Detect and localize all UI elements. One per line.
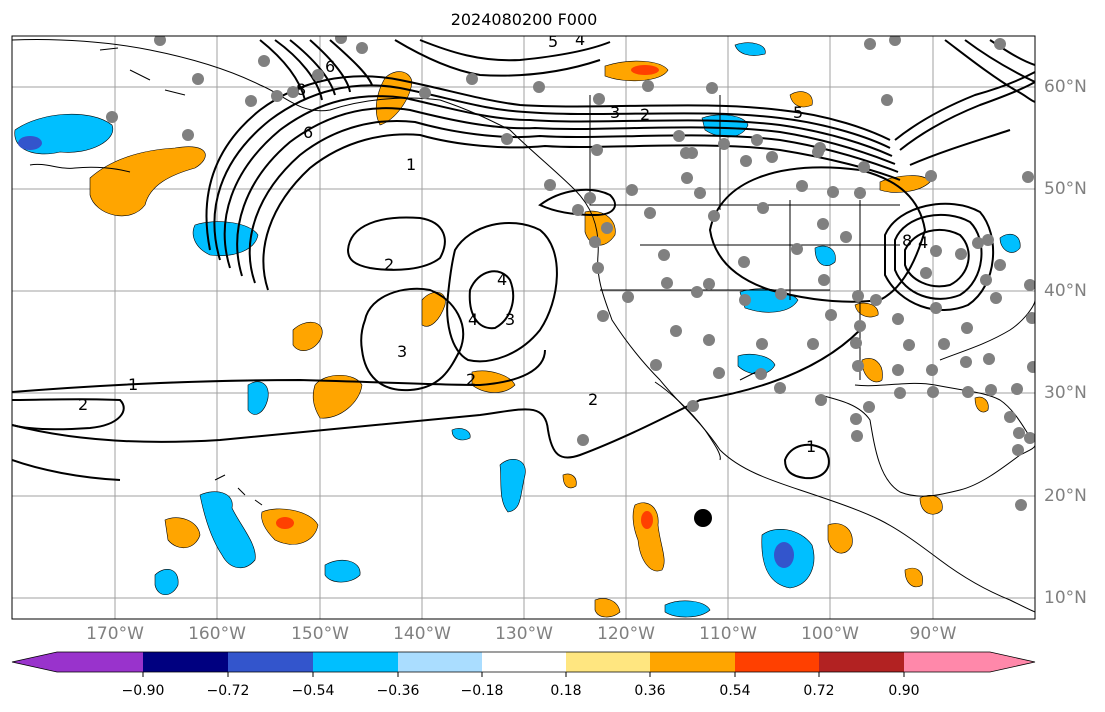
colorbar-lower-extend xyxy=(12,652,57,672)
colorbar-tick-label: −0.54 xyxy=(291,683,335,699)
lat-label: 60°N xyxy=(1044,77,1087,97)
colorbar-swatch xyxy=(398,652,482,672)
svg-text:2: 2 xyxy=(466,370,476,389)
svg-text:2: 2 xyxy=(640,105,650,124)
svg-text:6: 6 xyxy=(303,123,313,142)
colorbar-swatch xyxy=(735,652,819,672)
colorbar-swatch xyxy=(313,652,398,672)
lon-label: 110°W xyxy=(699,624,757,644)
colorbar-upper-extend xyxy=(990,652,1035,672)
lon-label: 140°W xyxy=(393,624,451,644)
colorbar-tick-label: −0.90 xyxy=(121,683,165,699)
colorbar-tick-label: 0.54 xyxy=(719,683,751,699)
lon-label: 120°W xyxy=(597,624,655,644)
colorbar-swatch xyxy=(57,652,143,672)
lon-label: 170°W xyxy=(86,624,144,644)
colorbar-tick-label: 0.72 xyxy=(803,683,835,699)
svg-text:5: 5 xyxy=(548,32,558,51)
lon-label: 130°W xyxy=(495,624,553,644)
lon-label: 160°W xyxy=(188,624,246,644)
svg-text:2: 2 xyxy=(384,255,394,274)
colorbar-tick-label: −0.18 xyxy=(460,683,504,699)
svg-text:6: 6 xyxy=(325,57,335,76)
svg-text:4: 4 xyxy=(468,310,478,329)
station-markers xyxy=(106,36,1035,511)
svg-text:1: 1 xyxy=(128,375,138,394)
colorbar-swatch xyxy=(650,652,735,672)
map-title: 2024080200 F000 xyxy=(450,10,598,29)
svg-text:2: 2 xyxy=(78,395,88,414)
colorbar xyxy=(11,651,1036,677)
hurricane-marker xyxy=(694,509,712,527)
svg-text:3: 3 xyxy=(505,310,515,329)
lat-label: 30°N xyxy=(1044,383,1087,403)
lat-label: 10°N xyxy=(1044,588,1087,608)
contour-labels: 1 2 2 1 2 3 4 3 4 2 1 2 3 5 4 6 6 8 8 4 … xyxy=(78,30,928,456)
lat-label: 20°N xyxy=(1044,486,1087,506)
svg-text:2: 2 xyxy=(588,390,598,409)
contour-lines xyxy=(12,39,1035,481)
colorbar-tick-label: 0.18 xyxy=(550,683,582,699)
lon-label: 90°W xyxy=(909,624,957,644)
colorbar-swatch xyxy=(904,652,990,672)
svg-text:4: 4 xyxy=(575,30,585,49)
colorbar-swatch xyxy=(143,652,228,672)
gridlines xyxy=(12,36,1035,619)
svg-text:4: 4 xyxy=(497,270,507,289)
colorbar-swatch xyxy=(566,652,650,672)
colorbar-swatch xyxy=(819,652,904,672)
svg-text:3: 3 xyxy=(610,103,620,122)
colorbar-swatch xyxy=(228,652,313,672)
lat-label: 50°N xyxy=(1044,179,1087,199)
lon-label: 150°W xyxy=(291,624,349,644)
svg-text:1: 1 xyxy=(806,437,816,456)
colorbar-tick-label: 0.36 xyxy=(634,683,666,699)
colorbar-swatch xyxy=(482,652,566,672)
colorbar-tick-label: −0.72 xyxy=(206,683,250,699)
lon-label: 100°W xyxy=(801,624,859,644)
svg-text:5: 5 xyxy=(793,103,803,122)
svg-text:8: 8 xyxy=(902,231,912,250)
colorbar-tick-label: −0.36 xyxy=(376,683,420,699)
svg-text:3: 3 xyxy=(397,342,407,361)
svg-text:8: 8 xyxy=(296,80,306,99)
svg-text:4: 4 xyxy=(918,233,928,252)
colorbar-tick-label: 0.90 xyxy=(888,683,920,699)
lat-label: 40°N xyxy=(1044,281,1087,301)
svg-text:1: 1 xyxy=(406,155,416,174)
